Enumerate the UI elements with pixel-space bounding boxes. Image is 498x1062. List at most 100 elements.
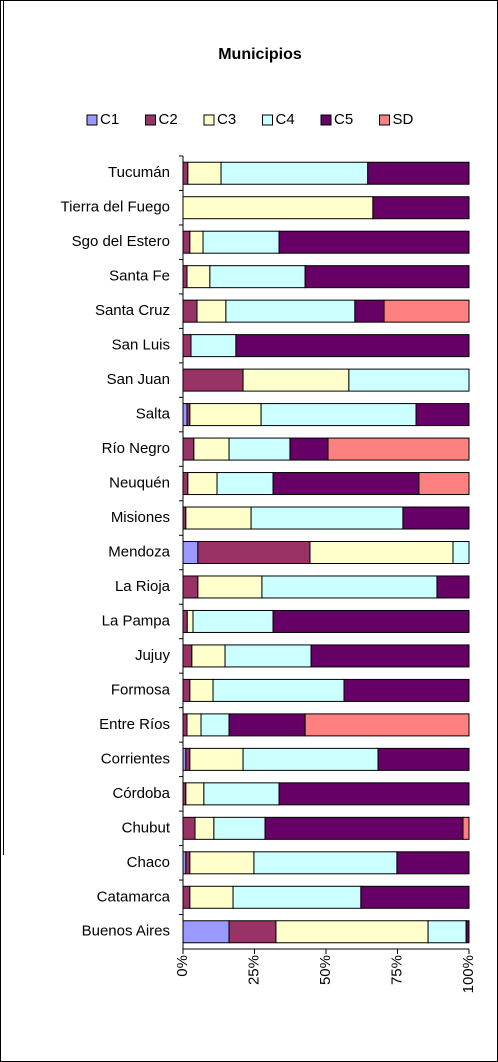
- bar-segment: [182, 541, 199, 564]
- bar-segment: [272, 609, 470, 633]
- bar-segment: [367, 161, 470, 185]
- bar-segment: [182, 265, 188, 289]
- y-tick-label: San Juan: [107, 371, 170, 388]
- bar-segment: [253, 851, 398, 875]
- chart-title: Municipios: [218, 46, 302, 63]
- x-tick-label: 75%: [388, 955, 405, 985]
- bar-segment: [309, 541, 454, 564]
- y-tick-label: Córdoba: [112, 785, 170, 802]
- bar-segment: [202, 230, 280, 254]
- bar-segment: [427, 920, 467, 944]
- y-tick-label: Sgo del Estero: [72, 233, 170, 250]
- bar-segment: [418, 472, 470, 496]
- bar-segment: [189, 678, 214, 702]
- bar-segment: [189, 747, 244, 771]
- bar-segment: [185, 851, 191, 875]
- bar-segment: [197, 541, 311, 564]
- legend-swatch: [262, 114, 273, 126]
- bar-segment: [182, 368, 244, 392]
- bar-segment: [264, 816, 464, 840]
- bar-segment: [289, 437, 329, 461]
- bar-segment: [182, 334, 192, 358]
- y-tick-label: Chaco: [127, 854, 170, 871]
- legend-swatch: [379, 114, 390, 126]
- bar-segment: [327, 437, 470, 461]
- bar-segment: [348, 368, 470, 392]
- y-tick-label: Tucumán: [108, 164, 170, 181]
- bar-segment: [224, 644, 312, 668]
- bar-segment: [182, 575, 199, 599]
- bar-segment: [189, 230, 204, 254]
- bar-segment: [194, 816, 215, 840]
- bar-segment: [192, 609, 274, 633]
- bar-segment: [225, 299, 356, 323]
- bar-segment: [228, 437, 291, 461]
- bar-segment: [228, 920, 277, 944]
- y-tick-label: Tierra del Fuego: [61, 199, 171, 216]
- legend-swatch: [203, 114, 215, 126]
- bar-segment: [191, 644, 226, 668]
- y-tick-label: Mendoza: [108, 543, 170, 560]
- y-tick-label: La Rioja: [115, 578, 171, 595]
- y-tick-label: Santa Fe: [109, 268, 170, 285]
- bar-segment: [182, 299, 198, 323]
- bar-segment: [278, 782, 470, 806]
- bar-segment: [185, 506, 252, 530]
- bar-segment: [402, 506, 470, 530]
- bar-segment: [186, 713, 202, 737]
- bar-segment: [182, 885, 191, 909]
- bar-segment: [242, 747, 379, 771]
- bar-segment: [182, 230, 191, 254]
- bar-segment: [415, 403, 470, 427]
- legend-swatch: [86, 114, 98, 126]
- bar-segment: [186, 609, 194, 633]
- bar-segment: [182, 920, 230, 944]
- bar-segment: [209, 265, 306, 289]
- bar-segment: [250, 506, 404, 530]
- bar-segment: [182, 161, 189, 185]
- bar-segment: [304, 713, 470, 737]
- bar-segment: [182, 644, 193, 668]
- bar-segment: [310, 644, 470, 668]
- bar-segment: [216, 472, 274, 496]
- y-tick-label: Chubut: [122, 819, 171, 836]
- bar-segment: [213, 816, 266, 840]
- x-tick-label: 100%: [460, 955, 477, 993]
- y-tick-label: San Luis: [112, 337, 170, 354]
- bar-segment: [187, 161, 222, 185]
- bar-segment: [186, 265, 211, 289]
- bar-segment: [189, 403, 262, 427]
- bar-segment: [182, 472, 189, 496]
- bar-segment: [182, 437, 195, 461]
- bar-segment: [212, 678, 345, 702]
- y-tick-label: Catamarca: [97, 888, 171, 905]
- bar-segment: [354, 299, 385, 323]
- bar-segment: [182, 816, 196, 840]
- bar-segment: [235, 334, 470, 358]
- y-tick-label: Jujuy: [135, 647, 171, 664]
- bar-segment: [190, 334, 237, 358]
- bar-segment: [193, 437, 230, 461]
- bar-segment: [278, 230, 470, 254]
- y-tick-label: Buenos Aires: [82, 923, 170, 940]
- bar-segment: [182, 609, 188, 633]
- bar-segment: [197, 575, 263, 599]
- bar-segment: [189, 851, 255, 875]
- bar-segment: [304, 265, 470, 289]
- legend-label: C2: [159, 111, 178, 128]
- bar-segment: [436, 575, 470, 599]
- bar-segment: [372, 196, 470, 220]
- y-tick-label: Entre Ríos: [99, 716, 170, 733]
- legend-label: SD: [393, 111, 414, 128]
- bar-segment: [396, 851, 470, 875]
- bar-segment: [196, 299, 227, 323]
- bar-segment: [228, 713, 306, 737]
- legend-label: C4: [276, 111, 295, 128]
- bar-segment: [272, 472, 420, 496]
- y-tick-label: Corrientes: [101, 750, 170, 767]
- y-tick-label: La Pampa: [102, 612, 171, 629]
- bar-segment: [203, 782, 280, 806]
- y-tick-label: Río Negro: [102, 440, 170, 457]
- bar-segment: [182, 678, 191, 702]
